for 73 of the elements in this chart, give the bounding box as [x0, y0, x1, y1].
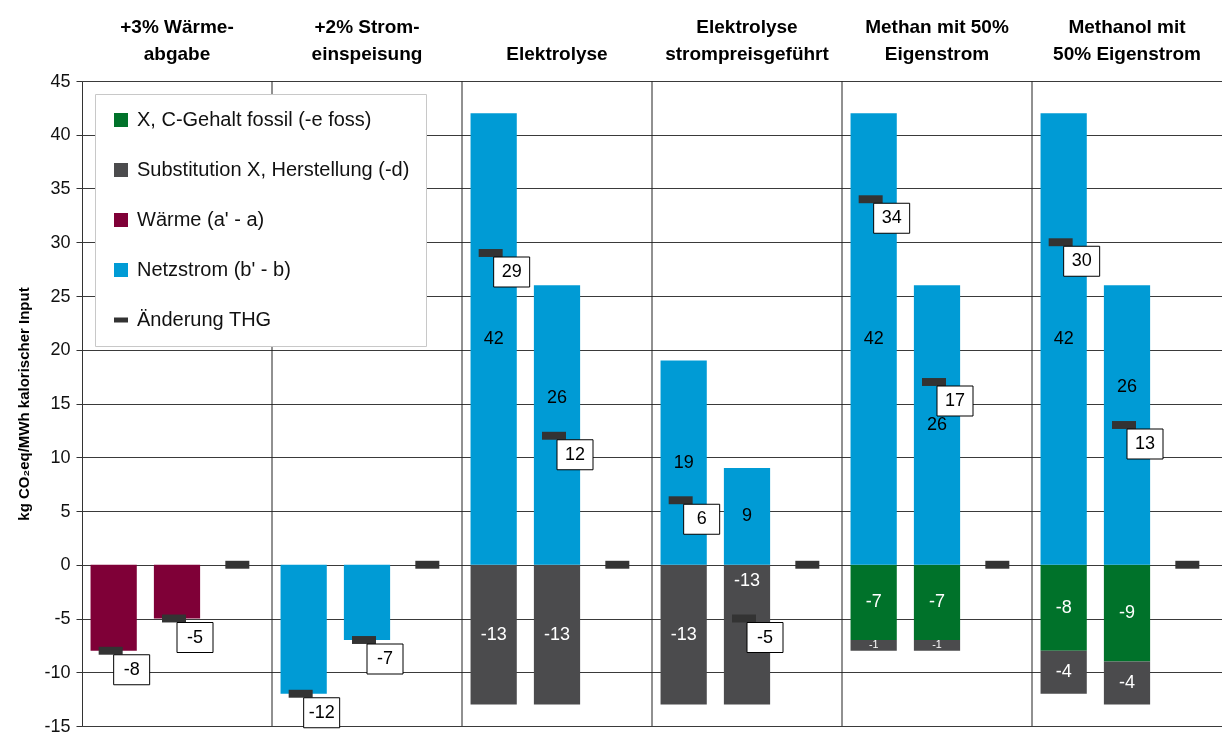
data-label: 9	[741, 505, 753, 526]
x-tick-label: Elektrolyse	[506, 42, 608, 64]
data-label: -13	[543, 623, 571, 644]
data-label: -1	[932, 638, 942, 651]
data-label: -7	[865, 591, 882, 612]
bar	[850, 564, 897, 640]
bar	[1103, 661, 1151, 705]
bar	[660, 564, 707, 705]
data-label: 26	[546, 387, 568, 408]
x-tick-label: Elektrolyse strompreisgeführt	[665, 15, 830, 64]
data-label: -13	[670, 623, 697, 644]
y-tick-label: 35	[50, 178, 71, 198]
bar	[90, 564, 137, 651]
data-label: -1	[868, 638, 879, 651]
y-axis-title: kg CO₂eq/MWh kalorischer Input	[15, 287, 33, 521]
data-label: 34	[881, 207, 902, 228]
data-label: 19	[673, 451, 694, 472]
bar	[1040, 564, 1087, 651]
bar	[850, 640, 897, 651]
data-label: 12	[564, 443, 586, 464]
y-tick-label: 45	[50, 70, 71, 91]
data-label: 17	[944, 390, 966, 410]
y-tick-label: 40	[50, 124, 71, 145]
legend-label: Wärme (a' - a)	[137, 208, 265, 230]
data-label: -5	[756, 626, 774, 647]
data-label: 42	[483, 328, 504, 348]
bar	[1103, 564, 1151, 662]
data-label: -4	[1118, 672, 1136, 692]
bar	[470, 564, 517, 705]
bar	[343, 564, 391, 640]
bar	[723, 468, 771, 565]
y-tick-label: 10	[50, 446, 71, 467]
bar	[913, 640, 961, 651]
legend-label: Änderung THG	[137, 308, 272, 330]
data-label: -8	[123, 658, 140, 679]
data-label: -13	[733, 569, 761, 590]
data-label: 42	[863, 328, 884, 348]
data-label: -12	[308, 701, 335, 722]
y-tick-label: 15	[50, 393, 71, 413]
data-label: 30	[1071, 250, 1092, 271]
legend-label: X, C-Gehalt fossil (-e foss)	[137, 108, 372, 130]
data-label: 29	[501, 261, 522, 281]
bar	[1040, 650, 1087, 694]
y-tick-label: -10	[44, 661, 71, 682]
x-tick-label: +3% Wärme- abgabe	[120, 15, 234, 64]
data-label: 26	[926, 414, 948, 434]
bar	[153, 564, 201, 619]
y-tick-label: 20	[50, 339, 71, 360]
bar	[533, 564, 581, 705]
y-tick-label: 30	[50, 231, 71, 252]
data-label: 6	[696, 508, 707, 529]
data-label: 13	[1134, 433, 1156, 453]
y-tick-label: 0	[60, 554, 71, 575]
bar	[913, 564, 961, 640]
x-tick-label: Methanol mit 50% Eigenstrom	[1053, 15, 1201, 64]
data-label: -9	[1118, 602, 1136, 623]
y-tick-label: 25	[50, 285, 71, 306]
legend-label: Netzstrom (b' - b)	[137, 258, 291, 280]
data-label: -7	[376, 648, 394, 668]
data-label: 42	[1053, 328, 1074, 348]
bar	[280, 564, 327, 694]
data-label: -7	[928, 591, 946, 612]
data-label: -5	[186, 626, 204, 647]
data-label: -4	[1055, 661, 1072, 682]
data-label: -8	[1055, 596, 1072, 617]
x-tick-label: Methan mit 50% Eigenstrom	[865, 15, 1009, 64]
data-label: 26	[1116, 376, 1138, 397]
data-label: -13	[480, 623, 507, 644]
y-tick-label: 5	[60, 500, 71, 521]
y-tick-label: -5	[54, 608, 71, 628]
legend-label: Substitution X, Herstellung (-d)	[137, 158, 410, 180]
x-tick-label: +2% Strom- einspeisung	[311, 15, 423, 64]
y-tick-label: -15	[44, 715, 71, 736]
